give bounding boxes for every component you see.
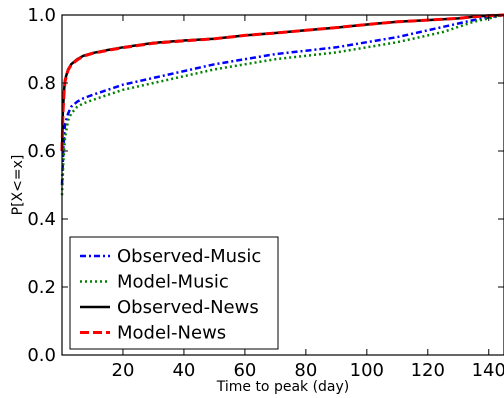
- x-tick-label: 140: [472, 360, 504, 381]
- legend: Observed-Music Model-Music Observed-News Mo…: [69, 236, 279, 350]
- axes-frame: [61, 14, 504, 356]
- x-tick-label: 60: [233, 360, 256, 381]
- y-axis-title: P[X<=x]: [10, 155, 26, 216]
- y-tick-label: 1.0: [27, 5, 56, 26]
- legend-label-model-news: Model-News: [117, 323, 226, 344]
- y-tick-label: 0.2: [27, 277, 56, 298]
- y-tick-label: 0.6: [27, 141, 56, 162]
- y-tick-label: 0.8: [27, 73, 56, 94]
- y-tick-label: 0.0: [27, 345, 56, 366]
- axes-layer: 20 40 60 80 100 120 140 0.0 0.2 0.4 0.6 0.8 1.0: [27, 5, 504, 381]
- x-axis-title: Time to peak (day): [216, 379, 350, 395]
- x-tick-label: 20: [112, 360, 135, 381]
- series-line-model-music: [60, 13, 504, 196]
- y-tick-label: 0.4: [27, 209, 56, 230]
- legend-label-model-music: Model-Music: [117, 272, 229, 293]
- legend-label-observed-news: Observed-News: [117, 297, 259, 318]
- series-line-observed-music: [60, 13, 504, 186]
- x-tick-label: 120: [411, 360, 445, 381]
- x-tick-label: 40: [172, 360, 195, 381]
- x-tick-label: 100: [350, 360, 384, 381]
- x-tick-label: 80: [294, 360, 317, 381]
- legend-label-observed-music: Observed-Music: [117, 246, 261, 267]
